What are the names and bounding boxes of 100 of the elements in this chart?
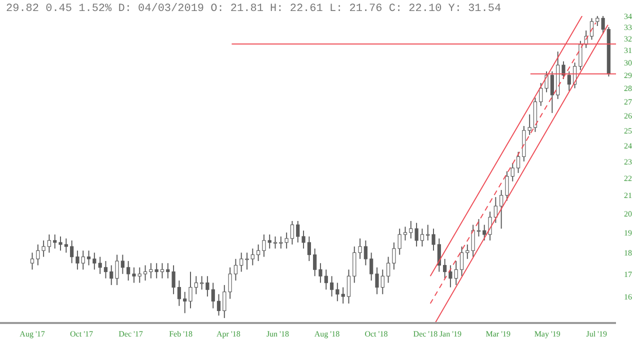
candlestick (528, 114, 532, 136)
candlestick (398, 228, 402, 256)
candlestick (420, 228, 424, 248)
candlestick (471, 224, 475, 258)
candlestick (234, 258, 238, 282)
candlestick (138, 266, 142, 284)
y-tick-label: 33 (624, 22, 632, 32)
candlestick (550, 70, 554, 114)
candlestick (149, 262, 153, 279)
candlestick (200, 276, 204, 290)
candlestick (81, 250, 85, 270)
candlestick (240, 252, 244, 272)
candlestick (143, 264, 148, 282)
candlestick (510, 162, 514, 182)
candlestick (466, 244, 470, 260)
candlestick (268, 234, 272, 250)
x-tick-label: Dec '17 (118, 330, 143, 339)
candlestick (318, 262, 322, 284)
candlestick (392, 242, 396, 270)
y-tick-label: 31 (624, 46, 632, 56)
x-tick-label: Apr '18 (216, 330, 240, 339)
candlestick (115, 254, 119, 286)
y-tick-label: 21 (624, 191, 632, 200)
candlestick (30, 252, 34, 270)
y-tick-label: 29 (624, 71, 632, 80)
candlestick (578, 40, 582, 71)
y-tick-label: 34 (624, 12, 632, 21)
candlestick (596, 16, 600, 26)
candlestick (370, 252, 374, 282)
x-tick-label: Jun '18 (266, 330, 290, 339)
candlestick (448, 264, 452, 288)
candlestick (426, 224, 430, 241)
y-tick-label: 24 (624, 141, 632, 150)
candlestick (454, 260, 458, 286)
candlestick (104, 260, 108, 279)
candlestick (188, 271, 192, 309)
candlestick (500, 190, 504, 230)
candlestick (216, 294, 221, 316)
chart-title: 29.82 0.45 1.52% D: 04/03/2019 O: 21.81 H: 22.61 L: 21.76 C: 22.10 Y: 31.54 (6, 3, 502, 15)
y-tick-label: 28 (624, 84, 632, 94)
x-tick-label: Oct '18 (364, 330, 388, 339)
candlestick (86, 250, 91, 266)
candlestick (432, 228, 436, 252)
candlestick (262, 234, 266, 258)
candlestick (330, 276, 334, 297)
x-tick-label: Oct '17 (70, 330, 94, 339)
candlestick (324, 269, 328, 290)
candlestick (364, 240, 368, 266)
candlestick (64, 238, 68, 254)
candlestick (98, 256, 102, 274)
candlestick (302, 230, 306, 250)
candlestick (346, 269, 351, 304)
candlestick (183, 291, 187, 314)
x-tick-label: Feb '18 (169, 330, 193, 339)
candlestick (307, 236, 311, 262)
candlestick (290, 220, 294, 245)
candlestick (336, 282, 340, 302)
candlestick (488, 211, 492, 241)
candlestick (352, 246, 356, 284)
candlestick (154, 262, 158, 279)
candlestick (92, 252, 96, 270)
candlestick (206, 276, 210, 297)
candlestick (120, 254, 124, 274)
candlestick (126, 260, 130, 282)
y-tick-label: 18 (624, 248, 632, 258)
candlestick (211, 282, 215, 309)
y-tick-label: 26 (624, 112, 632, 121)
candlestick (36, 244, 40, 266)
candlestick (177, 280, 181, 306)
candlestick (386, 256, 390, 284)
candlestick (250, 248, 254, 266)
candlestick (70, 240, 74, 264)
y-tick-label: 20 (624, 209, 632, 218)
y-tick-label: 22 (624, 174, 632, 183)
candlestick (313, 248, 317, 277)
candlestick (58, 236, 62, 252)
x-tick-label: Aug '17 (20, 330, 45, 339)
y-tick-label: 25 (624, 126, 632, 136)
candlestick (567, 70, 571, 92)
candlestick (403, 226, 408, 241)
x-tick-label: Aug '18 (314, 330, 340, 339)
candlestick (601, 16, 605, 34)
x-tick-label: May '19 (534, 330, 560, 339)
candlestick (494, 196, 498, 224)
candlestick (284, 232, 288, 250)
candlestick (42, 240, 46, 258)
candlestick (341, 286, 345, 304)
x-tick-label: Jan '19 (439, 330, 462, 339)
candlestick (222, 284, 226, 319)
candlestick (380, 269, 384, 295)
candlestick (544, 70, 548, 93)
candlestick (132, 266, 136, 284)
candlestick (375, 266, 379, 295)
candlestick (110, 264, 114, 286)
candlestick (279, 236, 283, 250)
candlestick (296, 220, 300, 243)
candlestick (482, 224, 486, 241)
candlestick (172, 264, 176, 295)
candlestick (47, 234, 52, 254)
candlestick (160, 262, 164, 279)
